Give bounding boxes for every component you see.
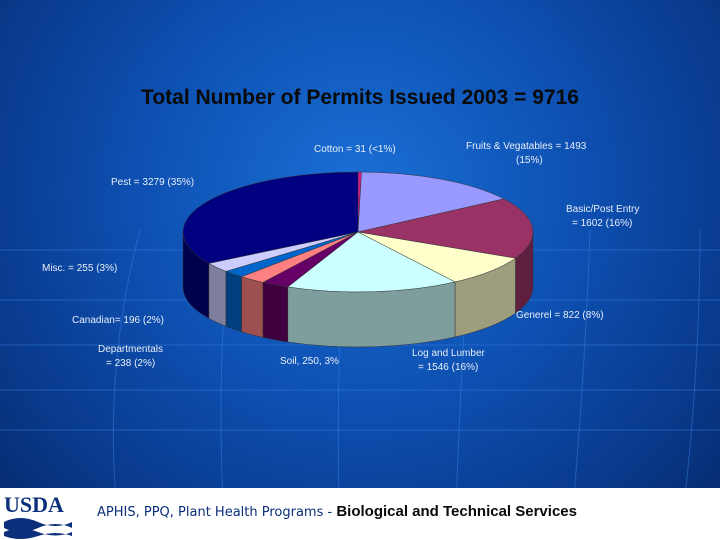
label-log-line1: Log and Lumber	[412, 348, 485, 359]
usda-logo: USDA	[4, 492, 72, 539]
label-cotton: Cotton = 31 (<1%)	[314, 144, 396, 155]
footer-text: APHIS, PPQ, Plant Health Programs - Biol…	[97, 503, 577, 520]
label-fruits-line2: (15%)	[516, 155, 543, 166]
label-departmentals-line1: Departmentals	[98, 344, 164, 355]
footer-prefix: APHIS, PPQ, Plant Health Programs -	[97, 505, 337, 520]
chart-title: Total Number of Permits Issued 2003 = 97…	[141, 86, 579, 109]
footer-emphasis: Biological and Technical Services	[336, 503, 577, 520]
pie-sides	[182, 231, 534, 348]
svg-text:USDA: USDA	[4, 492, 64, 517]
pie-slice-basic-post-entry-1602-16	[357, 198, 534, 259]
pie-side-canadian-196-2	[225, 270, 242, 333]
label-log-line2: = 1546 (16%)	[418, 362, 479, 373]
pie-slice-pest-3279-35	[182, 171, 359, 264]
label-basic-line1: Basic/Post Entry	[566, 204, 640, 215]
label-soil: Soil, 250, 3%	[280, 356, 339, 367]
pie-side-departmentals-238-2	[241, 276, 264, 338]
label-general: Generel = 822 (8%)	[516, 310, 604, 321]
label-basic-line2: = 1602 (16%)	[572, 218, 633, 229]
pie-slice-fruits-vegatables-1493-15	[357, 171, 505, 233]
pie-side-soil-250-3	[262, 282, 289, 343]
label-canadian: Canadian= 196 (2%)	[72, 315, 165, 326]
label-misc: Misc. = 255 (3%)	[42, 263, 118, 274]
pie-side-misc-255-3	[208, 262, 227, 327]
pie-slice-log-and-lumber-1546-16	[287, 231, 456, 293]
label-pest: Pest = 3279 (35%)	[111, 177, 195, 188]
label-departmentals-line2: = 238 (2%)	[106, 358, 156, 369]
label-fruits-line1: Fruits & Vegatables = 1493	[466, 141, 587, 152]
pie-slice-generel-822-8	[357, 231, 517, 283]
pie-slices	[182, 171, 534, 293]
footer-bar	[0, 488, 720, 540]
